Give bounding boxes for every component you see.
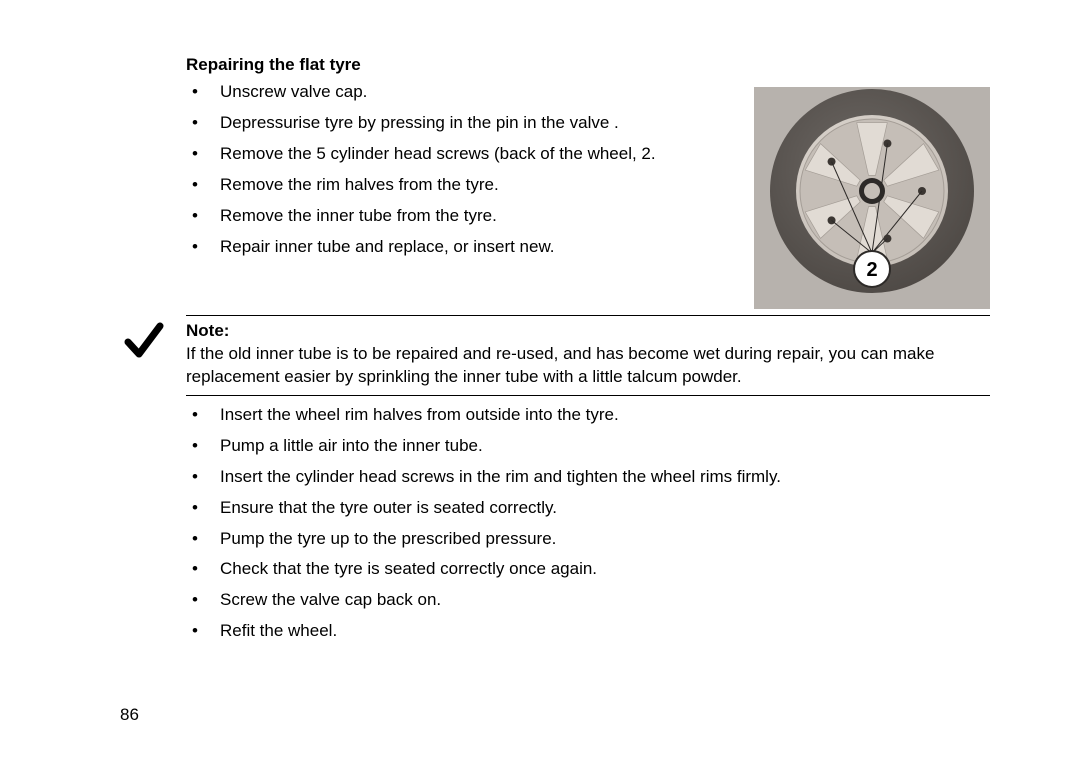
list-item: Depressurise tyre by pressing in the pin… (186, 112, 726, 135)
list-item-text: Unscrew valve cap. (220, 81, 726, 104)
list-item-text: Check that the tyre is seated correctly … (220, 558, 990, 581)
list-item-text: Remove the 5 cylinder head screws (back … (220, 143, 726, 166)
note-body: If the old inner tube is to be repaired … (186, 343, 990, 389)
list-item-text: Remove the inner tube from the tyre. (220, 205, 726, 228)
list-item-text: Pump the tyre up to the prescribed press… (220, 528, 990, 551)
note-label: Note: (186, 321, 229, 340)
list-item: Remove the rim halves from the tyre. (186, 174, 726, 197)
list-item: Repair inner tube and replace, or insert… (186, 236, 726, 259)
list-item: Ensure that the tyre outer is seated cor… (186, 497, 990, 520)
list-item: Remove the 5 cylinder head screws (back … (186, 143, 726, 166)
list-item-text: Insert the cylinder head screws in the r… (220, 466, 990, 489)
list-item: Check that the tyre is seated correctly … (186, 558, 990, 581)
list-item-text: Insert the wheel rim halves from outside… (220, 404, 990, 427)
list-item: Pump a little air into the inner tube. (186, 435, 990, 458)
bottom-bullet-list: Insert the wheel rim halves from outside… (186, 404, 990, 644)
page-number: 86 (120, 704, 139, 727)
list-item-text: Remove the rim halves from the tyre. (220, 174, 726, 197)
top-bullet-list: Unscrew valve cap. Depressurise tyre by … (186, 81, 726, 259)
list-item: Refit the wheel. (186, 620, 990, 643)
list-item-text: Screw the valve cap back on. (220, 589, 990, 612)
list-item-text: Ensure that the tyre outer is seated cor… (220, 497, 990, 520)
list-item-text: Depressurise tyre by pressing in the pin… (220, 112, 726, 135)
list-item-text: Repair inner tube and replace, or insert… (220, 236, 726, 259)
note-separator-top (186, 315, 990, 316)
list-item: Insert the cylinder head screws in the r… (186, 466, 990, 489)
list-item: Pump the tyre up to the prescribed press… (186, 528, 990, 551)
wheel-figure: 2 (754, 87, 990, 309)
list-item: Unscrew valve cap. (186, 81, 726, 104)
svg-text:2: 2 (866, 259, 877, 281)
list-item-text: Refit the wheel. (220, 620, 990, 643)
list-item: Insert the wheel rim halves from outside… (186, 404, 990, 427)
note-separator-bottom (186, 395, 990, 396)
note-block: Note: If the old inner tube is to be rep… (186, 320, 990, 389)
list-item: Screw the valve cap back on. (186, 589, 990, 612)
list-item-text: Pump a little air into the inner tube. (220, 435, 990, 458)
list-item: Remove the inner tube from the tyre. (186, 205, 726, 228)
checkmark-icon (124, 320, 164, 369)
section-title: Repairing the flat tyre (186, 54, 990, 77)
